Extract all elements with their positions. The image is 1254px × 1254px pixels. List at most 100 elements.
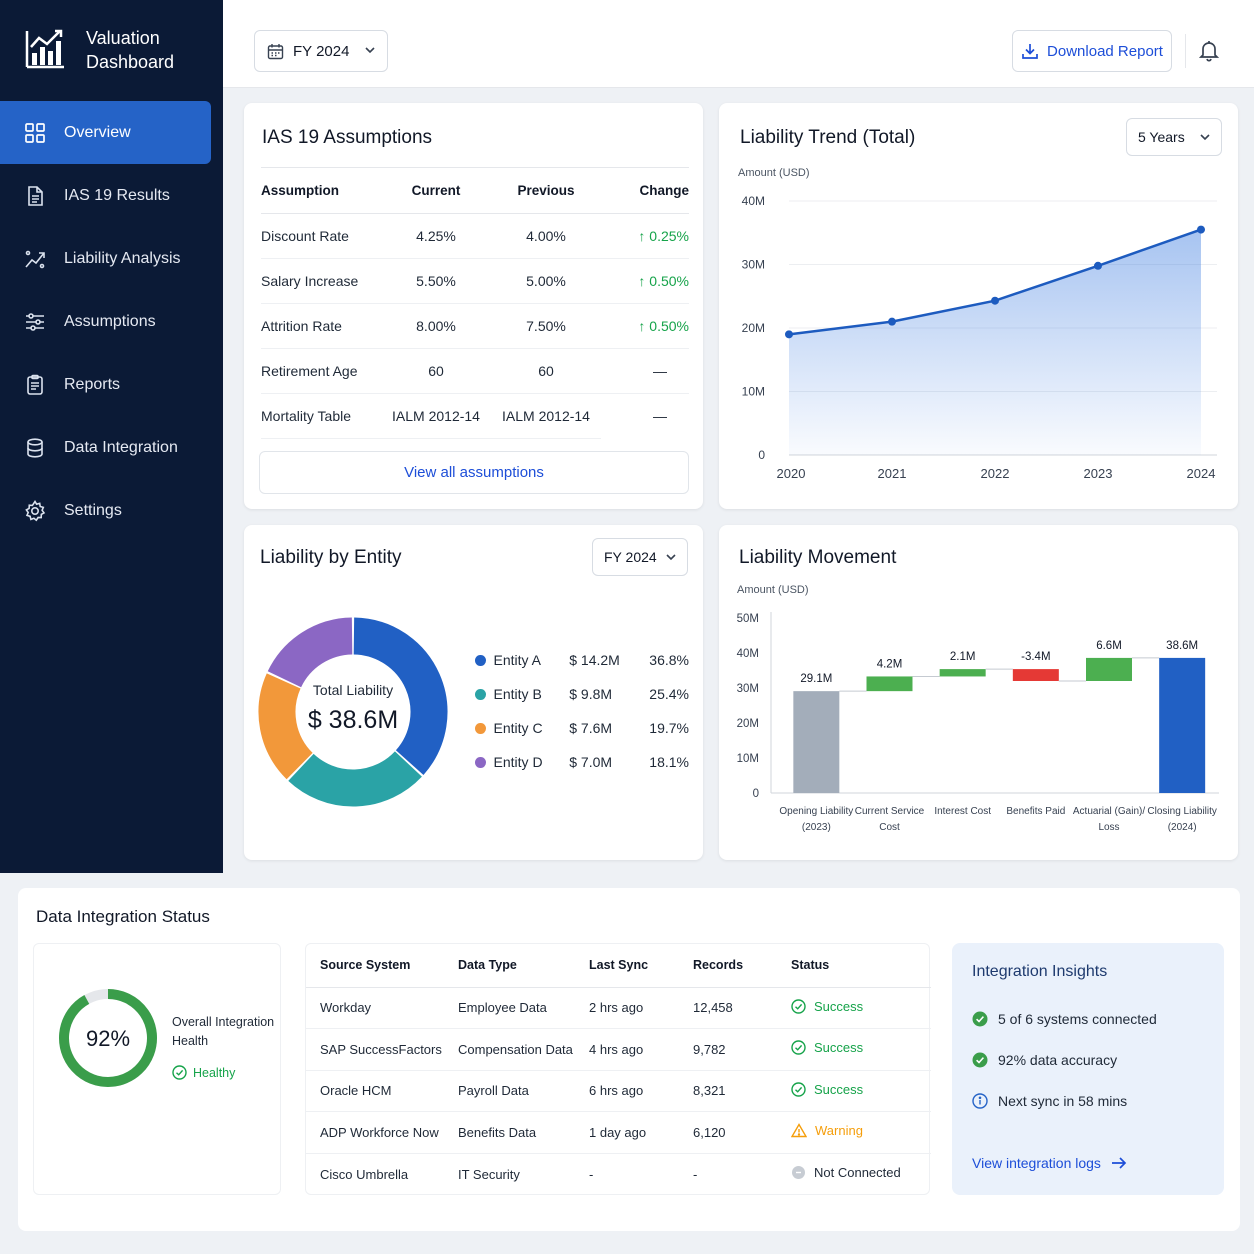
entity-fy-value: FY 2024	[604, 549, 657, 565]
trend-point	[785, 330, 793, 339]
legend-name: Entity A	[493, 652, 542, 668]
legend-value: $ 14.2M	[569, 652, 620, 668]
legend-value: $ 7.6M	[569, 720, 613, 736]
info-icon	[972, 1093, 998, 1109]
source-system: Workday	[306, 987, 458, 1029]
check-circle-icon	[791, 999, 814, 1014]
x-tick-label: Loss	[1098, 822, 1119, 833]
data-label: 4.2M	[877, 658, 903, 670]
bell-icon[interactable]	[1198, 40, 1220, 67]
waterfall-bar	[866, 676, 913, 692]
y-tick-label: 40M	[742, 194, 765, 208]
health-status-text: Healthy	[193, 1065, 236, 1080]
liability-trend-title: Liability Trend (Total)	[740, 127, 916, 148]
sidebar-item-data-integration[interactable]: Data Integration	[0, 416, 223, 479]
donut-slice	[258, 673, 314, 780]
data-type: IT Security	[458, 1166, 520, 1182]
source-system: SAP SuccessFactors	[306, 1028, 458, 1071]
status-text: Not Connected	[814, 1165, 901, 1180]
table-row[interactable]: Oracle HCM Payroll Data 6 hrs ago 8,321 …	[306, 1070, 931, 1112]
check-circle-icon	[791, 1082, 814, 1097]
status-badge: Success	[791, 1040, 863, 1055]
view-integration-logs-link[interactable]: View integration logs	[972, 1155, 1127, 1171]
current-value: 5.50%	[381, 258, 491, 304]
legend-item: Entity A $ 14.2M 36.8%	[475, 643, 689, 677]
table-row[interactable]: Workday Employee Data 2 hrs ago 12,458 S…	[306, 987, 931, 1029]
health-ring-progress	[59, 989, 157, 1087]
x-tick-label: Opening Liability	[779, 806, 853, 817]
entity-donut-chart	[258, 617, 448, 807]
health-percent: 92%	[85, 1026, 131, 1051]
legend-percent: 25.4%	[649, 686, 689, 702]
current-value: 4.25%	[381, 213, 491, 259]
legend-swatch	[475, 654, 486, 666]
clipboard-icon	[24, 374, 46, 396]
entity-legend: Entity A $ 14.2M 36.8% Entity B $ 9.8M 2…	[475, 643, 689, 779]
source-systems-table: Source System Data Type Last Sync Record…	[306, 944, 931, 1195]
sidebar-item-settings[interactable]: Settings	[0, 479, 223, 542]
data-type: Employee Data	[458, 987, 589, 1029]
waterfall-bar	[939, 669, 986, 677]
legend-name: Entity D	[493, 754, 543, 770]
x-tick-label: Closing Liability	[1147, 806, 1216, 817]
waterfall-bar	[1012, 669, 1059, 681]
download-report-button[interactable]: Download Report	[1012, 30, 1172, 72]
sidebar-item-liability-analysis[interactable]: Liability Analysis	[0, 227, 223, 290]
last-sync: 6 hrs ago	[589, 1070, 693, 1112]
y-tick-label: 50M	[737, 613, 759, 625]
data-type: Compensation Data	[458, 1028, 589, 1071]
sidebar-item-reports[interactable]: Reports	[0, 353, 223, 416]
sidebar-item-overview[interactable]: Overview	[0, 101, 211, 164]
view-integration-logs-label: View integration logs	[972, 1155, 1101, 1171]
y-tick-label: 20M	[742, 321, 765, 335]
sidebar-item-label: Overview	[64, 123, 131, 141]
legend-percent: 36.8%	[649, 652, 689, 668]
trend-point	[1094, 261, 1102, 270]
y-tick-label: 0	[753, 788, 759, 800]
column-header: Previous	[491, 167, 601, 214]
entity-title: Liability by Entity	[260, 547, 402, 568]
period-select[interactable]: 5 Years	[1126, 118, 1222, 156]
data-label: 2.1M	[950, 651, 976, 663]
assumption-name: Retirement Age	[261, 348, 381, 394]
table-row[interactable]: Cisco Umbrella IT Security - - Not Conne…	[306, 1153, 931, 1195]
donut-center: Total Liability $ 38.6M	[288, 682, 418, 735]
change-value: 0.50%	[649, 273, 689, 289]
disconnected-icon	[791, 1165, 814, 1180]
download-report-label: Download Report	[1047, 42, 1163, 60]
previous-value: 7.50%	[491, 303, 601, 349]
status-text: Warning	[815, 1123, 863, 1139]
chart-logo-icon	[24, 27, 66, 74]
y-tick-label: 0	[758, 448, 765, 462]
legend-name: Entity C	[493, 720, 543, 736]
waterfall-bar	[1159, 657, 1206, 793]
sidebar-item-label: Settings	[64, 501, 122, 519]
liability-movement-card: Liability Movement Amount (USD) 0 10M 20M 3…	[719, 525, 1238, 860]
legend-item: Entity D $ 7.0M 18.1%	[475, 745, 689, 779]
entity-fy-select[interactable]: FY 2024	[592, 538, 688, 576]
donut-slice	[352, 617, 448, 775]
app-title-line2: Dashboard	[86, 52, 175, 72]
sidebar-item-ias19-results[interactable]: IAS 19 Results	[0, 164, 223, 227]
trend-area	[789, 229, 1201, 455]
health-status: Healthy	[172, 1065, 235, 1080]
view-all-assumptions-button[interactable]: View all assumptions	[259, 451, 689, 494]
table-row[interactable]: ADP Workforce Now Benefits Data 1 day ag…	[306, 1111, 931, 1154]
fiscal-year-select[interactable]: FY 2024	[254, 30, 388, 72]
assumptions-title: IAS 19 Assumptions	[262, 127, 433, 148]
integration-insights-card: Integration Insights 5 of 6 systems conn…	[952, 943, 1224, 1195]
health-ring	[59, 989, 157, 1087]
check-circle-icon	[172, 1065, 187, 1080]
legend-value: $ 9.8M	[569, 686, 613, 702]
check-circle-icon	[791, 1040, 814, 1055]
data-label: -3.4M	[1021, 651, 1050, 663]
liability-movement-title: Liability Movement	[739, 547, 897, 568]
chevron-down-icon	[1198, 130, 1212, 147]
legend-swatch	[475, 722, 486, 734]
header-divider	[1185, 34, 1186, 68]
sidebar-item-assumptions[interactable]: Assumptions	[0, 290, 223, 353]
period-value: 5 Years	[1138, 129, 1185, 145]
insight-item: 5 of 6 systems connected	[972, 1011, 1157, 1027]
table-row[interactable]: SAP SuccessFactors Compensation Data 4 h…	[306, 1028, 931, 1071]
legend-item: Entity B $ 9.8M 25.4%	[475, 677, 689, 711]
